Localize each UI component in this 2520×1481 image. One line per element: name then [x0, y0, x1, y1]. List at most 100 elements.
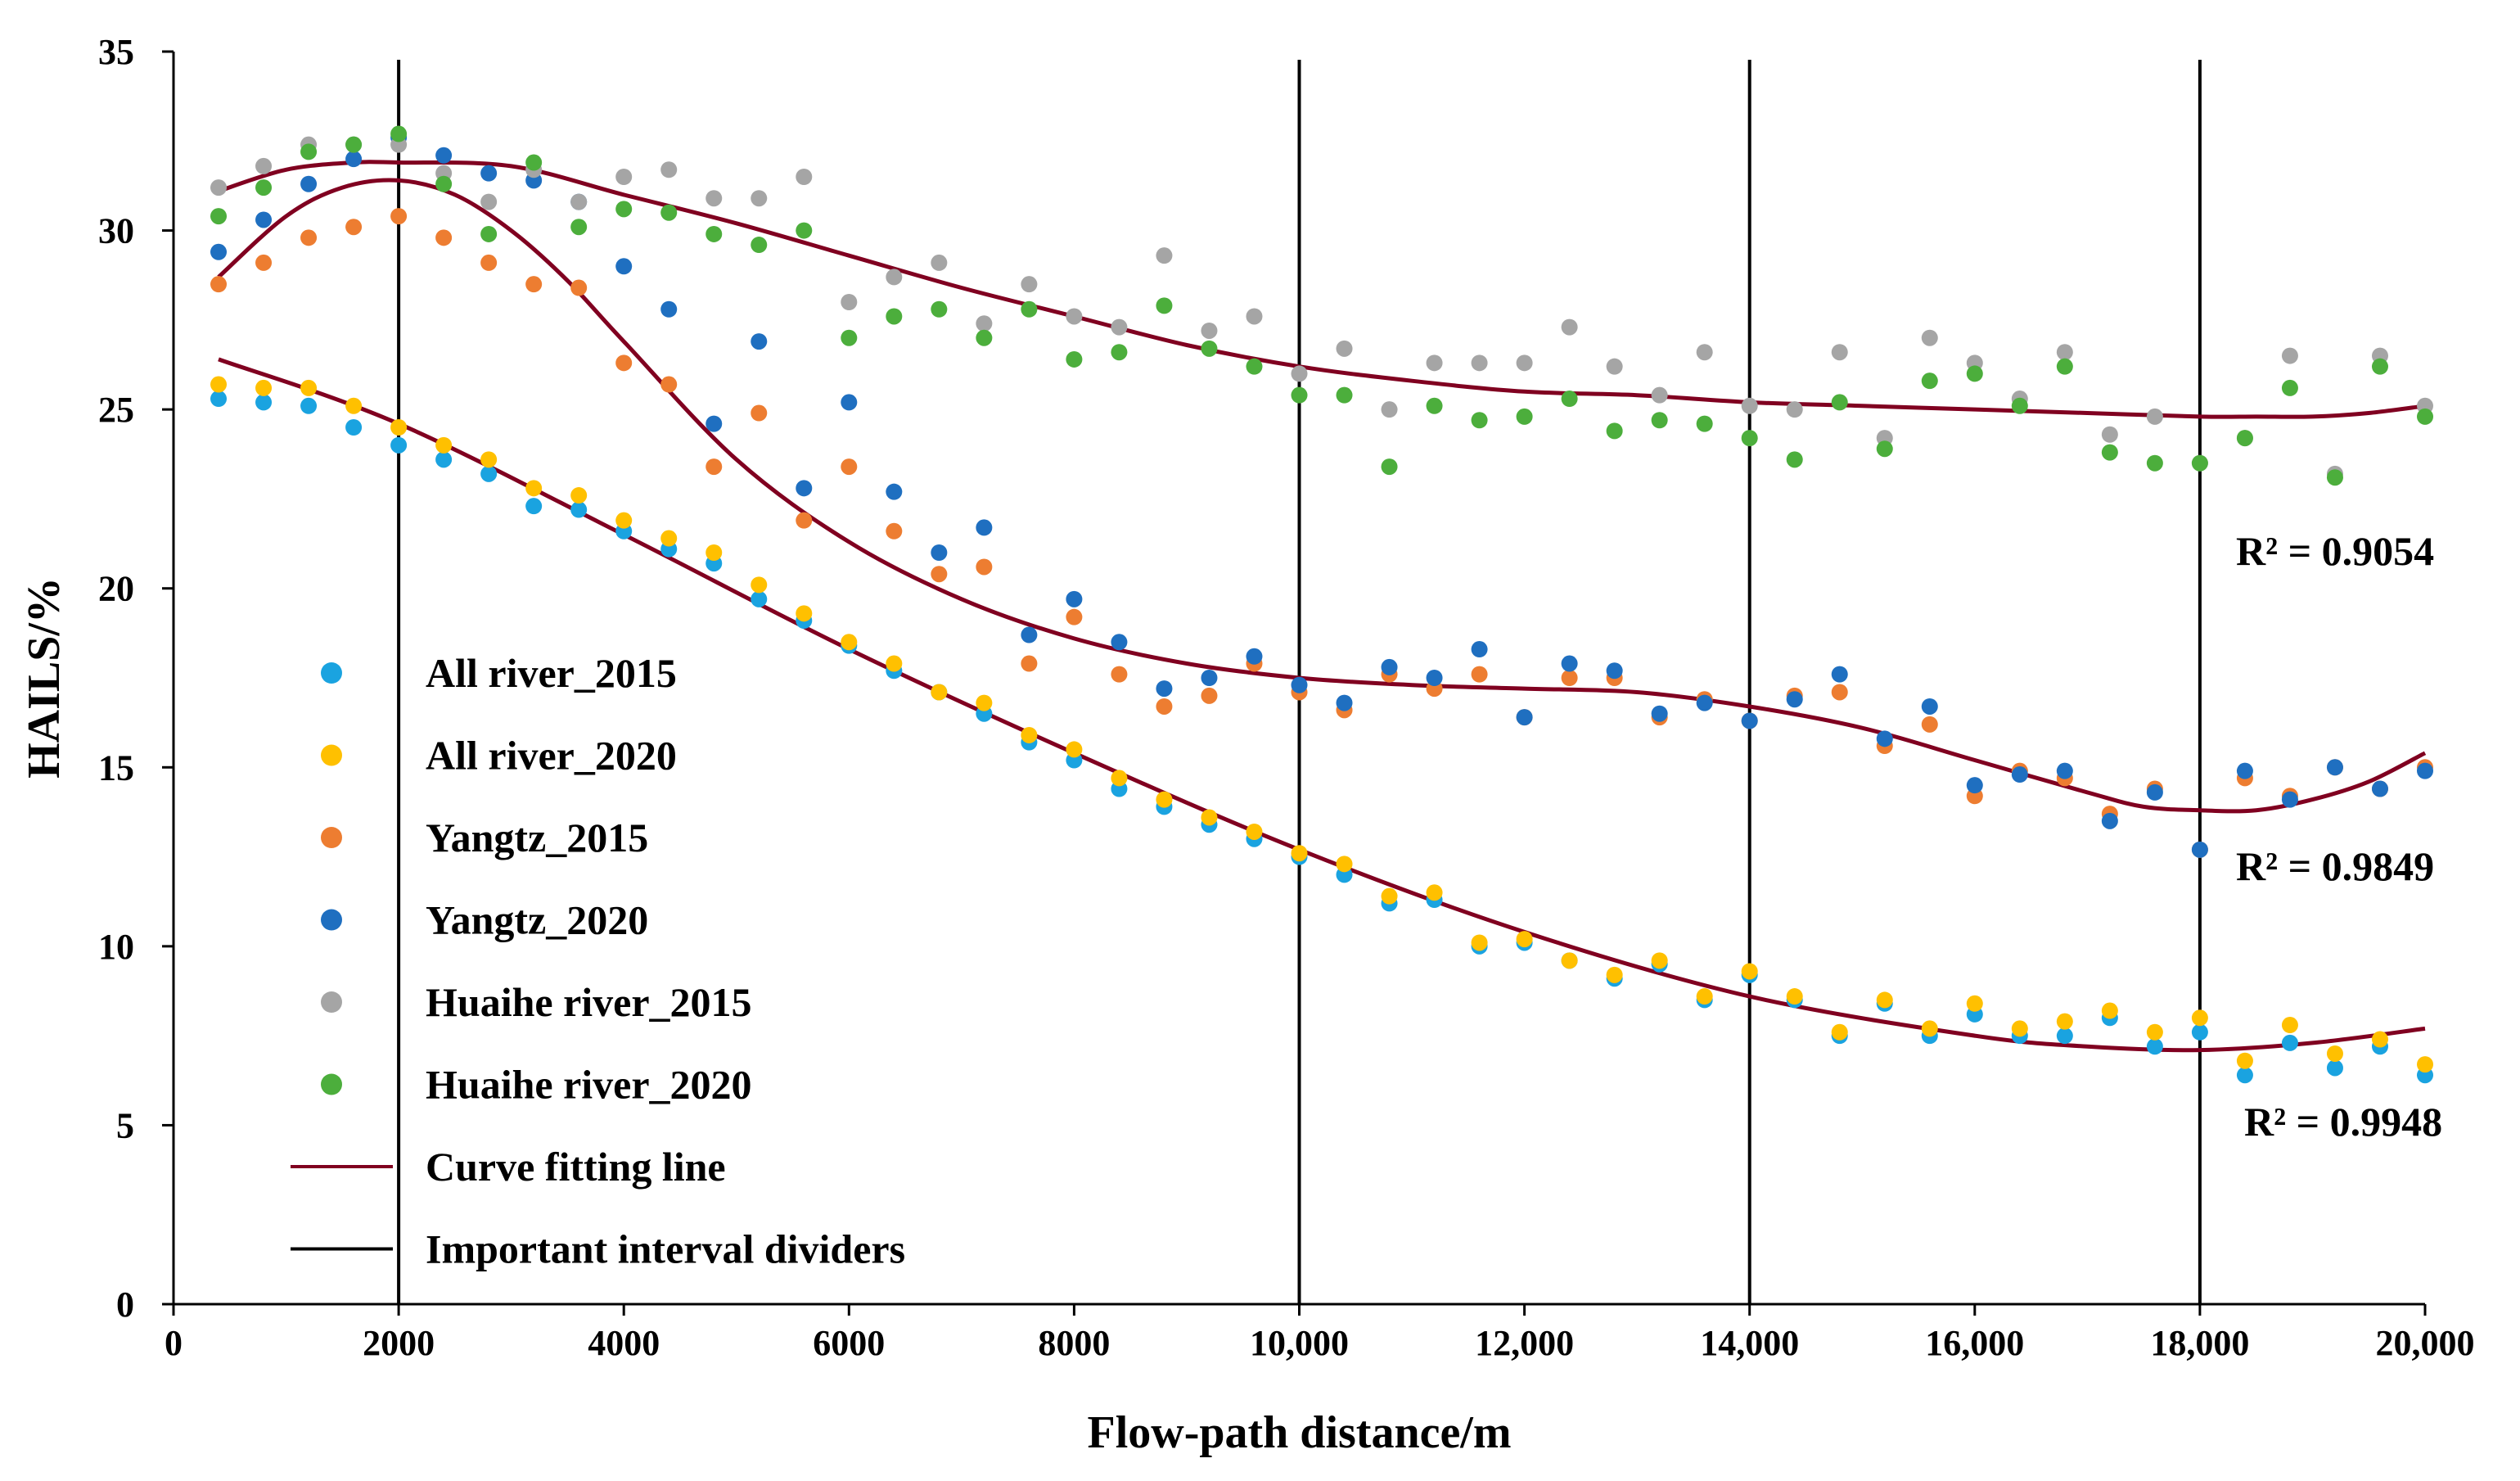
point-all-river-2015: [2326, 1059, 2343, 1077]
r-squared-label-all-river: R² = 0.9948: [2244, 1099, 2442, 1145]
point-huaihe-river-2015: [210, 179, 228, 196]
point-huaihe-river-2020: [1966, 365, 1983, 382]
point-yangtz-2020: [2011, 766, 2028, 783]
point-all-river-2020: [1651, 952, 1668, 969]
point-all-river-2015: [435, 451, 453, 468]
point-all-river-2020: [1561, 952, 1578, 969]
point-yangtz-2015: [345, 219, 363, 236]
point-yangtz-2020: [1336, 694, 1353, 711]
point-huaihe-river-2015: [2101, 426, 2118, 443]
point-yangtz-2015: [706, 458, 723, 476]
point-yangtz-2020: [931, 544, 948, 561]
point-all-river-2015: [2146, 1038, 2163, 1055]
point-yangtz-2020: [1201, 670, 1218, 686]
point-all-river-2020: [1066, 741, 1083, 758]
point-huaihe-river-2020: [931, 300, 948, 318]
point-yangtz-2015: [1066, 608, 1083, 625]
point-huaihe-river-2020: [976, 329, 993, 346]
point-yangtz-2020: [660, 300, 678, 318]
point-yangtz-2020: [1426, 670, 1443, 686]
point-yangtz-2015: [841, 458, 858, 476]
point-all-river-2020: [2326, 1045, 2343, 1062]
point-yangtz-2020: [1246, 648, 1263, 665]
point-huaihe-river-2020: [1831, 394, 1848, 411]
point-yangtz-2020: [210, 243, 228, 260]
point-all-river-2015: [2236, 1067, 2253, 1084]
point-yangtz-2015: [1021, 655, 1038, 672]
point-yangtz-2020: [1921, 698, 1938, 715]
point-yangtz-2020: [480, 165, 498, 182]
legend-marker-all-river-2020: [321, 744, 342, 766]
point-all-river-2020: [2281, 1017, 2298, 1034]
fit-curve-all-river: [218, 357, 2426, 1053]
point-huaihe-river-2020: [1336, 386, 1353, 404]
point-yangtz-2020: [2191, 841, 2208, 858]
point-huaihe-river-2020: [1111, 344, 1128, 361]
point-huaihe-river-2020: [2191, 454, 2208, 472]
point-yangtz-2015: [1471, 666, 1488, 683]
point-huaihe-river-2020: [1696, 415, 1713, 432]
legend-label-yangtz-2020: Yangtz_2020: [426, 897, 648, 943]
legend-marker-yangtz-2015: [321, 827, 342, 848]
point-all-river-2020: [1381, 887, 1398, 905]
point-huaihe-river-2020: [1516, 408, 1533, 425]
point-huaihe-river-2020: [2146, 454, 2163, 472]
legend-marker-huaihe-river-2020: [321, 1073, 342, 1095]
point-huaihe-river-2020: [1561, 391, 1578, 408]
point-huaihe-river-2015: [255, 157, 273, 174]
point-yangtz-2015: [976, 558, 993, 576]
point-huaihe-river-2020: [2281, 379, 2298, 396]
point-all-river-2020: [2056, 1013, 2073, 1030]
point-all-river-2020: [841, 634, 858, 651]
point-huaihe-river-2015: [2281, 347, 2298, 364]
point-all-river-2020: [300, 379, 318, 396]
point-huaihe-river-2020: [210, 208, 228, 225]
point-huaihe-river-2020: [570, 219, 588, 236]
point-yangtz-2015: [1921, 716, 1938, 733]
point-huaihe-river-2020: [886, 308, 903, 325]
point-all-river-2020: [1921, 1020, 1938, 1037]
x-tick-label: 2000: [363, 1323, 435, 1363]
point-yangtz-2015: [886, 522, 903, 540]
point-yangtz-2020: [976, 519, 993, 536]
point-all-river-2020: [1246, 823, 1263, 840]
point-all-river-2015: [2191, 1023, 2208, 1041]
legend-marker-yangtz-2020: [321, 909, 342, 931]
point-yangtz-2015: [1111, 666, 1128, 683]
point-yangtz-2020: [1156, 680, 1173, 698]
point-yangtz-2015: [796, 512, 813, 529]
point-huaihe-river-2015: [796, 169, 813, 185]
point-huaihe-river-2015: [2146, 408, 2163, 425]
legend-label-curve-fitting-line: Curve fitting line: [426, 1144, 726, 1190]
point-huaihe-river-2015: [841, 294, 858, 310]
point-all-river-2020: [1966, 995, 1983, 1012]
point-huaihe-river-2020: [480, 225, 498, 242]
r-squared-label-yangtz: R² = 0.9849: [2236, 843, 2434, 889]
point-all-river-2020: [1021, 726, 1038, 743]
point-huaihe-river-2020: [1741, 430, 1758, 447]
point-huaihe-river-2015: [976, 315, 993, 332]
point-yangtz-2020: [615, 258, 633, 275]
legend-marker-all-river-2015: [321, 662, 342, 684]
y-axis-title: HAILS/%: [19, 577, 70, 779]
y-tick-label: 20: [98, 569, 134, 609]
point-huaihe-river-2020: [1786, 451, 1803, 468]
point-yangtz-2020: [706, 415, 723, 432]
fit-curve-huaihe-river: [218, 160, 2426, 419]
point-huaihe-river-2020: [2101, 444, 2118, 461]
point-huaihe-river-2020: [345, 136, 363, 153]
legend-label-important-interval-dividers: Important interval dividers: [426, 1226, 905, 1272]
point-huaihe-river-2020: [706, 225, 723, 242]
point-all-river-2015: [525, 498, 543, 515]
point-all-river-2015: [751, 590, 768, 607]
point-yangtz-2020: [2281, 791, 2298, 808]
point-all-river-2020: [1831, 1023, 1848, 1041]
point-all-river-2020: [1786, 988, 1803, 1005]
point-huaihe-river-2020: [1471, 412, 1488, 429]
point-yangtz-2020: [1066, 590, 1083, 607]
point-all-river-2020: [886, 655, 903, 672]
point-huaihe-river-2015: [1021, 276, 1038, 293]
point-huaihe-river-2020: [390, 125, 408, 142]
legend: All river_2015 All river_2020 Yangtz_2015 Y…: [291, 650, 905, 1272]
